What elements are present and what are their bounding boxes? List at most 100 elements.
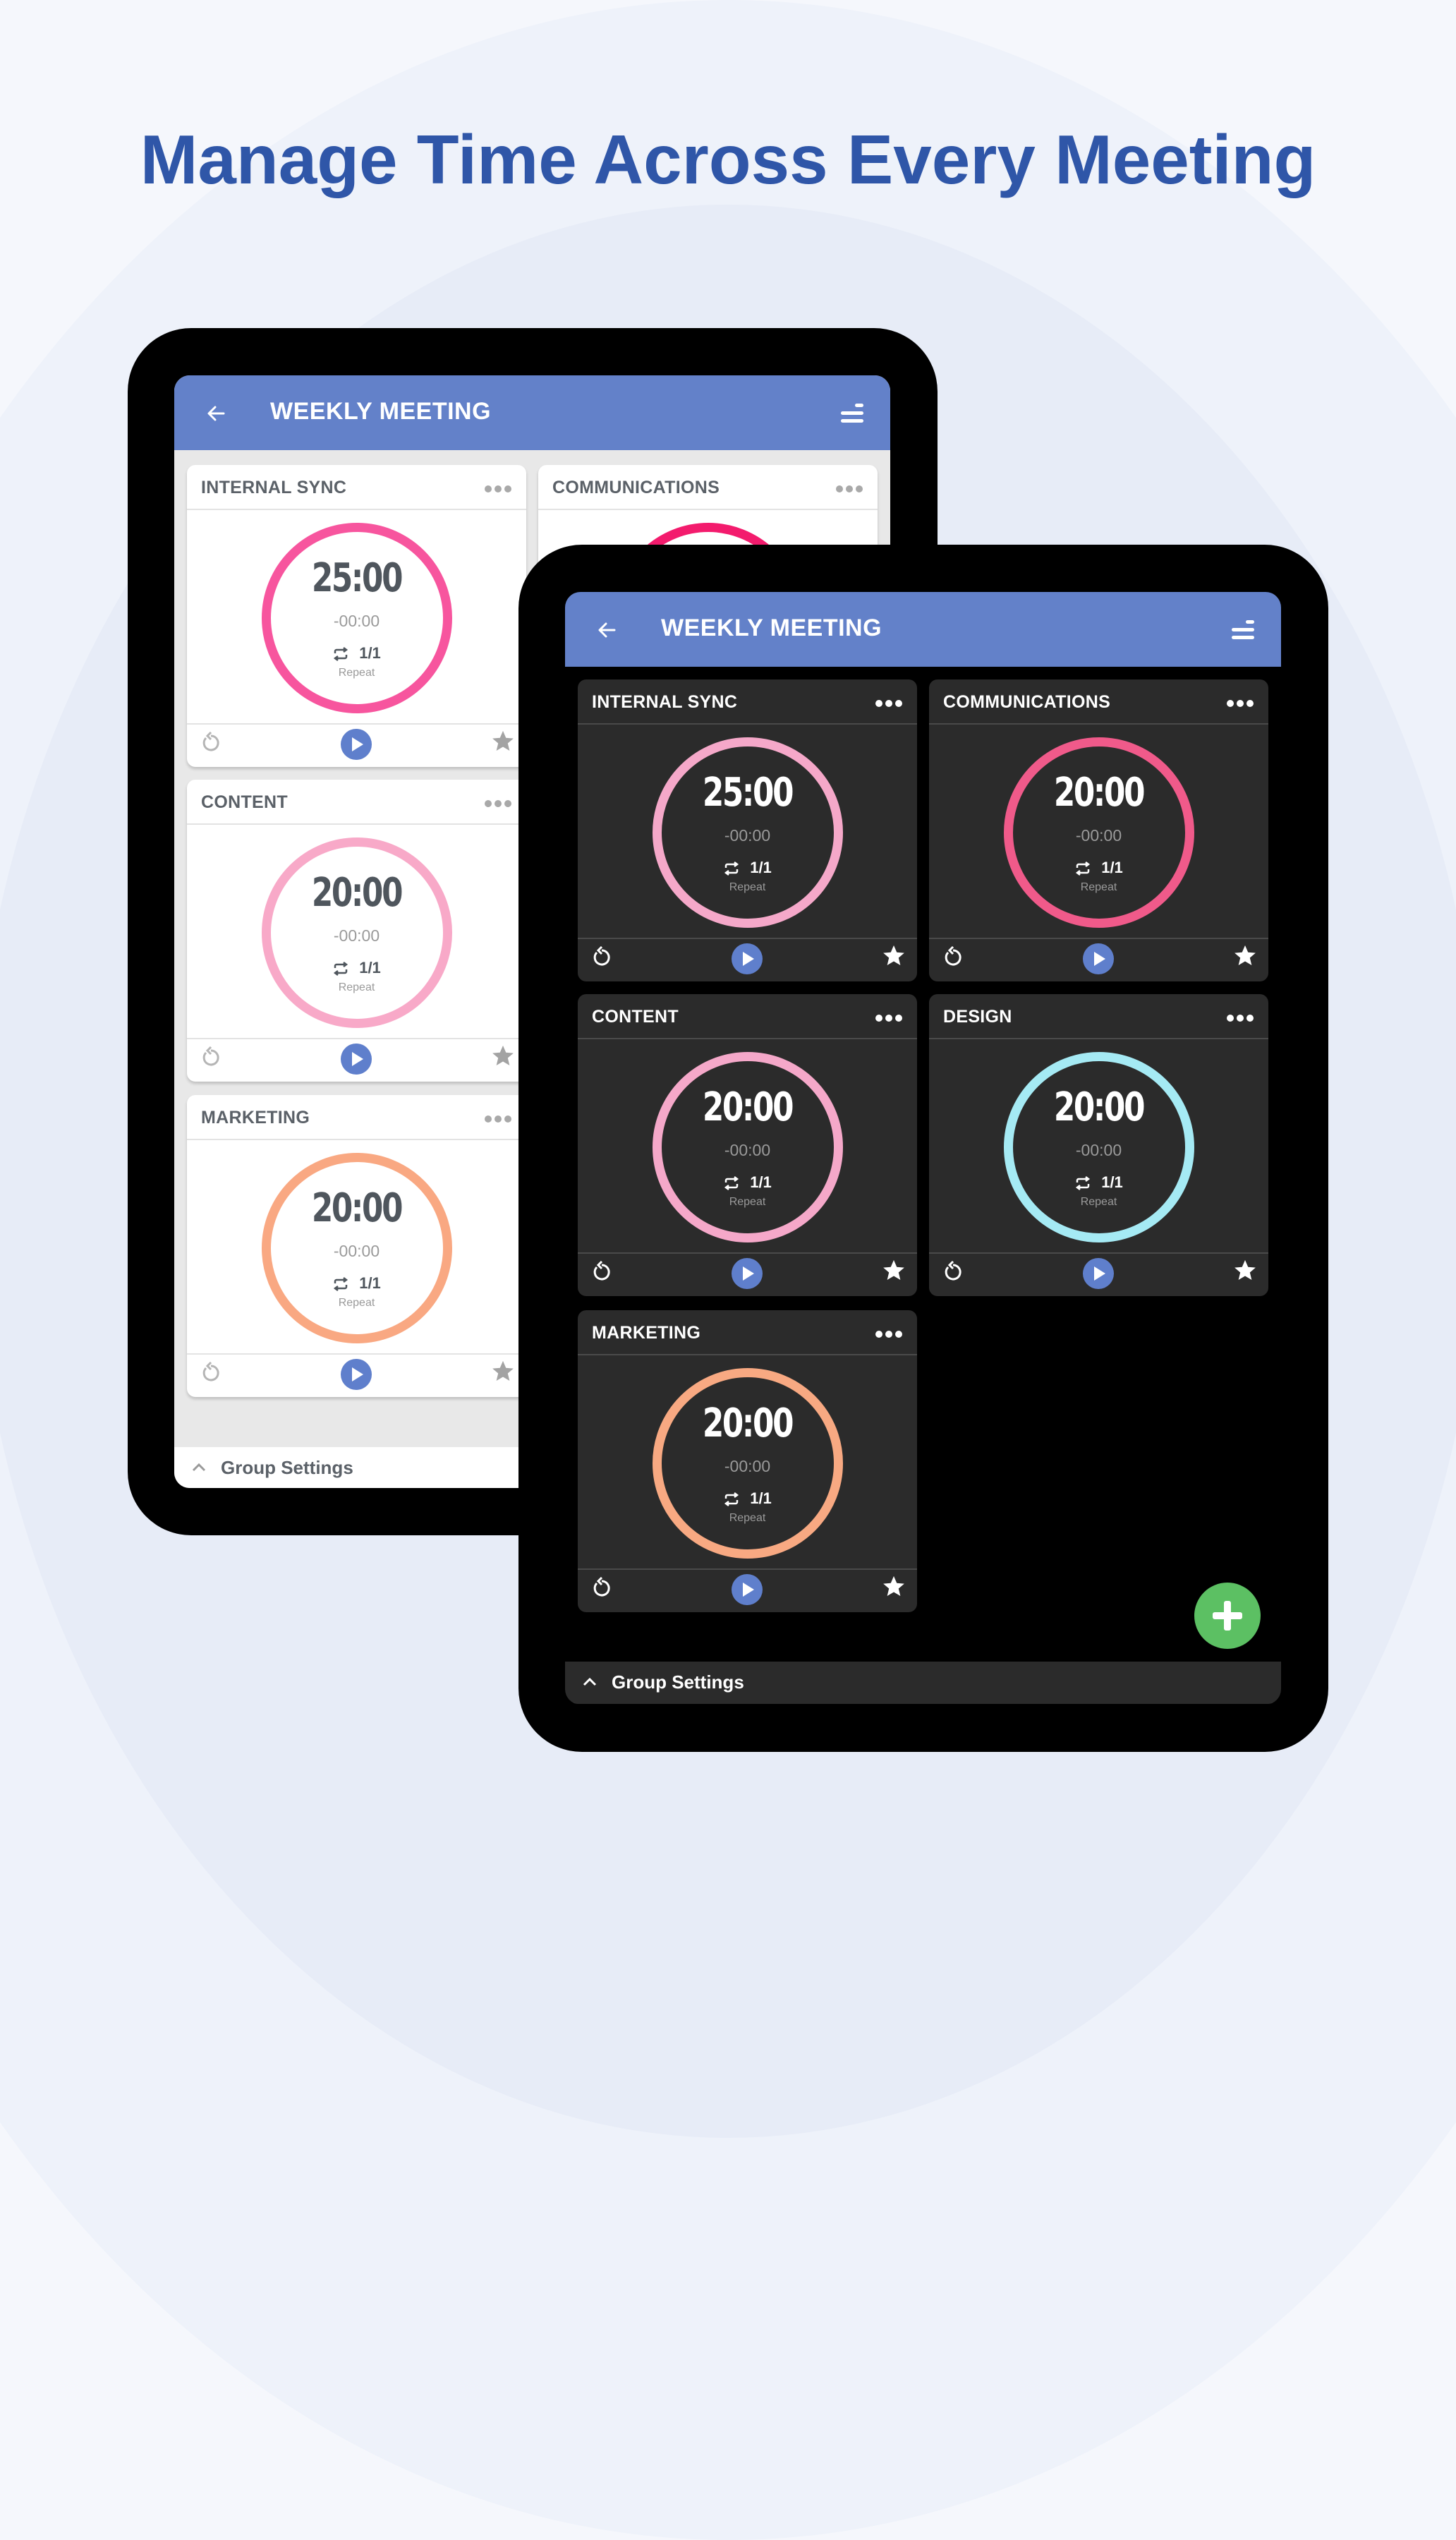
repeat-icon [334, 1277, 348, 1292]
play-button[interactable] [1083, 943, 1114, 974]
more-options-icon[interactable] [875, 1330, 903, 1338]
reset-icon[interactable] [200, 1362, 222, 1384]
card-title: MARKETING [201, 1108, 310, 1127]
more-options-icon[interactable] [1226, 1014, 1254, 1022]
repeat-icon [334, 647, 348, 662]
repeat-value: 1/1 [750, 859, 772, 876]
front-tablet: WEEKLY MEETING INTERNAL SYNC 25:00 -00:0… [518, 545, 1328, 1752]
overtime-value: -00:00 [1075, 826, 1122, 845]
play-icon [743, 952, 754, 966]
timer-value: 25:00 [702, 770, 794, 816]
timer-value: 20:00 [1053, 770, 1146, 816]
card-title: DESIGN [943, 1007, 1012, 1027]
sort-menu-icon[interactable] [839, 402, 865, 425]
card-title: MARKETING [592, 1323, 701, 1343]
more-options-icon[interactable] [484, 1115, 512, 1123]
group-settings-bar[interactable]: Group Settings [565, 1662, 1281, 1704]
timer-card-marketing[interactable]: MARKETING 20:00 -00:00 1/1 Repeat [187, 1095, 526, 1397]
reset-icon[interactable] [942, 946, 964, 969]
timer-value: 20:00 [702, 1401, 794, 1446]
repeat-count: 1/1 [578, 1489, 917, 1508]
more-options-icon[interactable] [835, 485, 863, 493]
play-button[interactable] [341, 1044, 372, 1075]
repeat-value: 1/1 [750, 1173, 772, 1191]
page-title: WEEKLY MEETING [270, 398, 492, 425]
star-icon[interactable] [491, 1359, 515, 1383]
group-settings-label: Group Settings [612, 1671, 744, 1693]
reset-icon[interactable] [590, 1261, 613, 1283]
timer-card-communications[interactable]: COMMUNICATIONS 20:00 -00:00 1/1 Repeat [929, 679, 1268, 981]
plus-icon [1224, 1601, 1231, 1631]
repeat-label: Repeat [729, 881, 766, 893]
repeat-count: 1/1 [187, 959, 526, 977]
more-options-icon[interactable] [1226, 699, 1254, 708]
play-icon [1094, 1266, 1105, 1281]
star-icon[interactable] [1233, 1258, 1257, 1282]
timer-card-marketing[interactable]: MARKETING 20:00 -00:00 1/1 Repeat [578, 1310, 917, 1612]
add-timer-button[interactable] [1194, 1583, 1261, 1649]
star-icon[interactable] [882, 943, 906, 967]
timer-value: 20:00 [702, 1084, 794, 1130]
play-button[interactable] [341, 1359, 372, 1390]
timer-card-content[interactable]: CONTENT 20:00 -00:00 1/1 Repeat [578, 994, 917, 1296]
star-icon[interactable] [882, 1574, 906, 1598]
overtime-value: -00:00 [333, 1242, 380, 1260]
timer-card-design[interactable]: DESIGN 20:00 -00:00 1/1 Repeat [929, 994, 1268, 1296]
overtime-value: -00:00 [724, 826, 771, 845]
app-header: WEEKLY MEETING [565, 592, 1281, 667]
more-options-icon[interactable] [484, 799, 512, 808]
repeat-icon [1076, 1176, 1091, 1191]
divider [187, 509, 526, 510]
timer-card-internal-sync[interactable]: INTERNAL SYNC 25:00 -00:00 1/1 Repeat [187, 465, 526, 767]
overtime-value: -00:00 [724, 1457, 771, 1475]
repeat-label: Repeat [729, 1196, 766, 1208]
sort-menu-icon[interactable] [1230, 619, 1256, 641]
repeat-value: 1/1 [1101, 1173, 1123, 1191]
star-icon[interactable] [491, 1044, 515, 1068]
star-icon[interactable] [1233, 943, 1257, 967]
divider [929, 1252, 1268, 1254]
divider [187, 723, 526, 725]
reset-icon[interactable] [590, 946, 613, 969]
star-icon[interactable] [882, 1258, 906, 1282]
timer-value: 20:00 [1053, 1084, 1146, 1130]
reset-icon[interactable] [200, 1046, 222, 1069]
repeat-icon [724, 1492, 739, 1507]
repeat-count: 1/1 [929, 859, 1268, 877]
divider [578, 1252, 917, 1254]
arrow-left-icon[interactable] [593, 616, 621, 644]
timer-value: 20:00 [311, 870, 404, 916]
play-button[interactable] [732, 943, 763, 974]
play-button[interactable] [1083, 1258, 1114, 1289]
more-options-icon[interactable] [875, 1014, 903, 1022]
reset-icon[interactable] [590, 1577, 613, 1599]
repeat-count: 1/1 [187, 644, 526, 663]
card-title: CONTENT [592, 1007, 679, 1027]
play-icon [743, 1583, 754, 1597]
play-icon [743, 1266, 754, 1281]
reset-icon[interactable] [200, 732, 222, 754]
card-title: CONTENT [201, 792, 288, 812]
play-button[interactable] [732, 1258, 763, 1289]
more-options-icon[interactable] [484, 485, 512, 493]
reset-icon[interactable] [942, 1261, 964, 1283]
repeat-icon [1076, 861, 1091, 876]
overtime-value: -00:00 [1075, 1141, 1122, 1159]
play-icon [352, 1367, 363, 1381]
overtime-value: -00:00 [333, 926, 380, 945]
more-options-icon[interactable] [875, 699, 903, 708]
overtime-value: -00:00 [333, 612, 380, 630]
divider [578, 1568, 917, 1570]
repeat-value: 1/1 [1101, 859, 1123, 876]
divider [578, 938, 917, 939]
divider [187, 823, 526, 825]
play-button[interactable] [341, 729, 372, 760]
timer-value: 20:00 [311, 1185, 404, 1231]
star-icon[interactable] [491, 729, 515, 753]
divider [578, 1038, 917, 1039]
timer-card-content[interactable]: CONTENT 20:00 -00:00 1/1 Repeat [187, 780, 526, 1082]
arrow-left-icon[interactable] [202, 399, 231, 428]
play-button[interactable] [732, 1574, 763, 1605]
divider [578, 1354, 917, 1355]
timer-card-internal-sync[interactable]: INTERNAL SYNC 25:00 -00:00 1/1 Repeat [578, 679, 917, 981]
